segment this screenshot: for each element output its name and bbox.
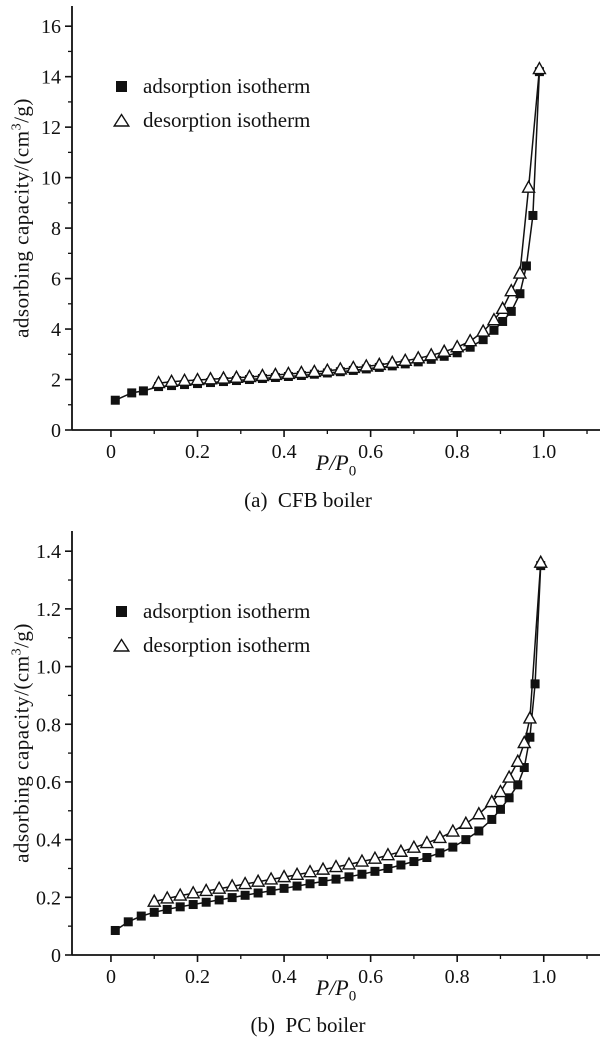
svg-text:1.0: 1.0 bbox=[531, 441, 556, 463]
open-triangle-icon bbox=[112, 113, 130, 128]
caption-b: (b) PC boiler bbox=[250, 1013, 366, 1037]
y-axis-label-b-superscript: 3 bbox=[9, 647, 25, 656]
legend-item-desorption: desorption isotherm bbox=[112, 108, 310, 133]
svg-text:0.8: 0.8 bbox=[445, 966, 470, 988]
y-axis-label-b-unit: /g) bbox=[9, 623, 34, 648]
svg-text:0.4: 0.4 bbox=[36, 830, 61, 852]
svg-text:6: 6 bbox=[51, 269, 61, 291]
svg-text:14: 14 bbox=[41, 67, 61, 89]
svg-text:0.4: 0.4 bbox=[272, 966, 297, 988]
x-axis-label-b-subscript: 0 bbox=[348, 988, 357, 1005]
legend-item-desorption: desorption isotherm bbox=[112, 633, 310, 658]
chart-a-canvas: 0 2 4 6 8 10 12 14 16 0 0.2 0.4 0.6 0.8 1.0 bbox=[41, 6, 600, 463]
legend-label-desorption: desorption isotherm bbox=[143, 633, 311, 657]
open-triangle-icon bbox=[112, 638, 130, 653]
legend-label-desorption: desorption isotherm bbox=[143, 108, 311, 132]
filled-square-icon bbox=[112, 80, 130, 93]
svg-text:0.6: 0.6 bbox=[358, 441, 383, 463]
caption-a: (a) CFB boiler bbox=[244, 488, 372, 512]
y-axis-label-a-text: adsorbing capacity/(cm bbox=[9, 130, 34, 338]
y-axis-label-b-text: adsorbing capacity/(cm bbox=[9, 655, 34, 863]
y-axis-label-a: adsorbing capacity/(cm3/g) bbox=[10, 98, 35, 338]
legend-label-adsorption: adsorption isotherm bbox=[143, 74, 311, 98]
y-axis-label-b: adsorbing capacity/(cm3/g) bbox=[10, 623, 35, 863]
filled-square-icon bbox=[112, 605, 130, 618]
svg-text:8: 8 bbox=[51, 218, 61, 240]
legend-item-adsorption: adsorption isotherm bbox=[112, 599, 310, 624]
svg-text:4: 4 bbox=[51, 319, 61, 341]
svg-text:1.4: 1.4 bbox=[36, 541, 61, 563]
svg-text:2: 2 bbox=[51, 370, 61, 392]
x-axis-label-b: P/P0 bbox=[72, 975, 600, 1005]
svg-text:0.8: 0.8 bbox=[36, 714, 61, 736]
svg-text:12: 12 bbox=[41, 117, 61, 139]
svg-text:0.8: 0.8 bbox=[445, 441, 470, 463]
svg-text:0: 0 bbox=[106, 441, 116, 463]
svg-text:0: 0 bbox=[51, 420, 61, 442]
svg-text:0.6: 0.6 bbox=[36, 772, 61, 794]
svg-text:1.0: 1.0 bbox=[36, 657, 61, 679]
svg-text:0.4: 0.4 bbox=[272, 441, 297, 463]
svg-text:0: 0 bbox=[106, 966, 116, 988]
svg-text:0: 0 bbox=[51, 945, 61, 967]
svg-text:0.2: 0.2 bbox=[185, 966, 210, 988]
x-axis-label-a: P/P0 bbox=[72, 450, 600, 480]
figure-a-cfb-boiler: 0 2 4 6 8 10 12 14 16 0 0.2 0.4 0.6 0.8 1.0 adsorbing … bbox=[0, 0, 616, 525]
y-axis-label-a-superscript: 3 bbox=[9, 122, 25, 131]
x-axis-label-b-text: P/P bbox=[315, 975, 349, 1000]
svg-text:1.0: 1.0 bbox=[531, 966, 556, 988]
x-axis-label-a-subscript: 0 bbox=[348, 463, 357, 480]
legend-item-adsorption: adsorption isotherm bbox=[112, 74, 310, 99]
svg-text:0.2: 0.2 bbox=[36, 887, 61, 909]
legend-b: adsorption isotherm desorption isotherm bbox=[112, 599, 310, 658]
y-axis-label-a-unit: /g) bbox=[9, 98, 34, 123]
svg-text:10: 10 bbox=[41, 168, 61, 190]
svg-text:16: 16 bbox=[41, 16, 61, 38]
svg-text:0.2: 0.2 bbox=[185, 441, 210, 463]
figure-b-pc-boiler: 0 0.2 0.4 0.6 0.8 1.0 1.2 1.4 0 0.2 0.4 0.6 0.8 1.0 a… bbox=[0, 525, 616, 1051]
svg-text:0.6: 0.6 bbox=[358, 966, 383, 988]
legend-a: adsorption isotherm desorption isotherm bbox=[112, 74, 310, 133]
x-axis-label-a-text: P/P bbox=[315, 450, 349, 475]
chart-b-canvas: 0 0.2 0.4 0.6 0.8 1.0 1.2 1.4 0 0.2 0.4 0.6 0.8 1.0 bbox=[36, 531, 600, 988]
legend-label-adsorption: adsorption isotherm bbox=[143, 599, 311, 623]
svg-text:1.2: 1.2 bbox=[36, 599, 61, 621]
